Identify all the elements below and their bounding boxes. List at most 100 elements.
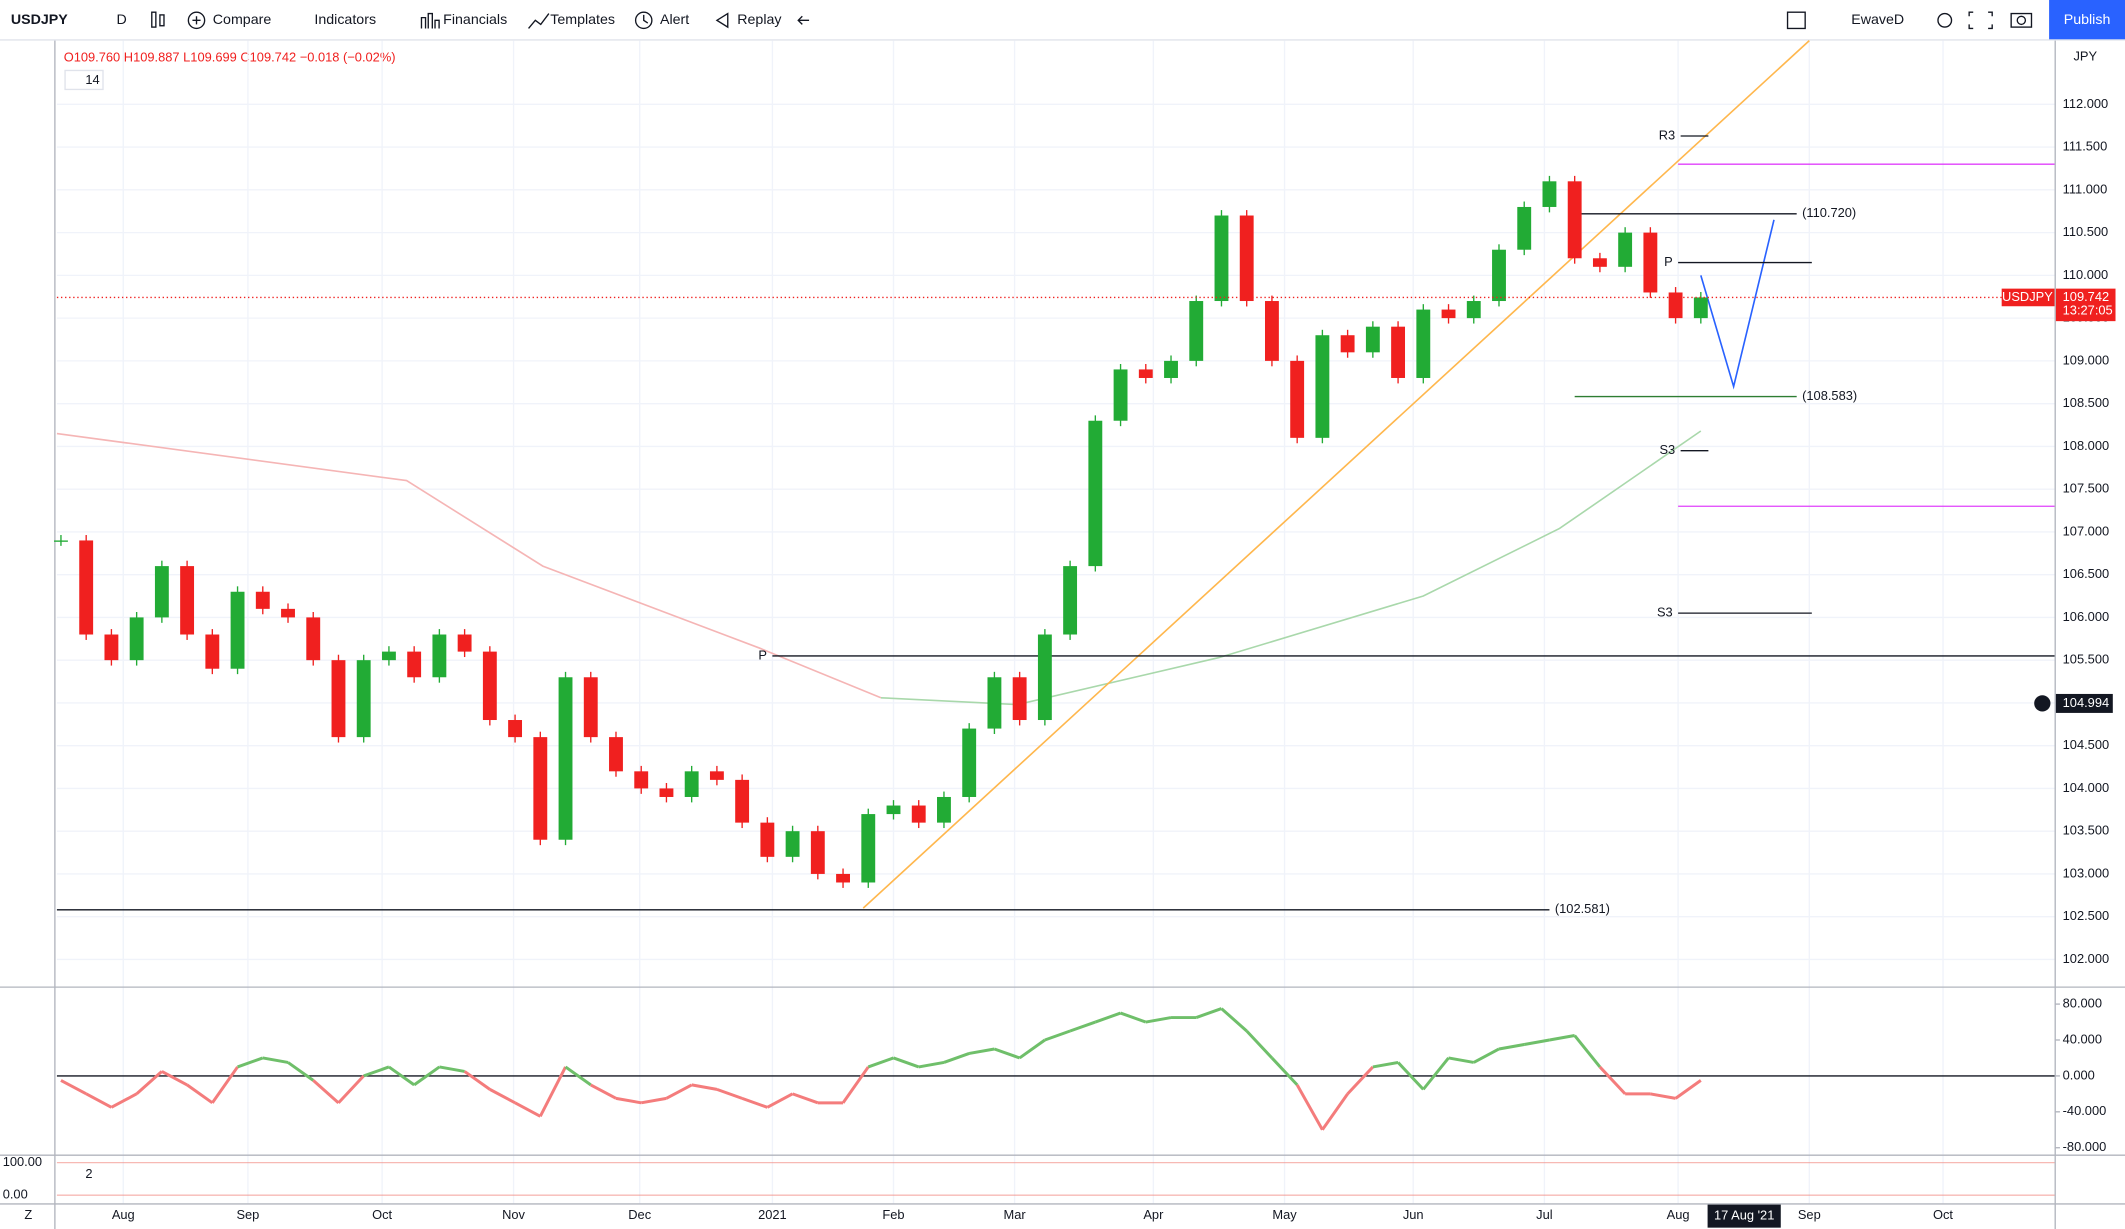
oscillator-segment [110,1092,138,1109]
candle-body [331,660,346,738]
oscillator-segment [1044,1029,1071,1042]
toolbar-button[interactable]: Alert [660,12,689,28]
low: L109.699 [183,50,237,65]
oscillator-segment [1245,1030,1274,1059]
level-label: S3 [1657,605,1673,620]
toolbar-button[interactable]: Financials [443,12,507,28]
layout-name[interactable]: EwaveD [1851,12,1904,28]
oscillator-segment [968,1047,995,1055]
level-label: P [1664,254,1673,269]
x-tick-label: Aug [1667,1207,1690,1222]
oscillator-segment [766,1092,794,1109]
candle-body [810,831,825,874]
date-tag-label: 17 Aug '21 [1714,1208,1774,1223]
oscillator-segment [287,1061,315,1082]
indicator-badge[interactable] [64,69,104,91]
candle-body [306,617,321,661]
oscillator-segment [841,1066,870,1104]
oscillator-segment [60,1079,87,1096]
oscillator-segment [615,1096,642,1105]
oscillator-segment [691,1083,718,1091]
oscillator-segment [186,1083,214,1105]
y-tick-label: -80.000 [2063,1139,2107,1154]
x-tick-label: Nov [502,1207,525,1222]
oscillator-segment [161,1070,188,1087]
candle-body [104,634,119,661]
candle-body [1290,360,1305,438]
x-tick-label: Oct [372,1207,392,1222]
toolbar-button[interactable]: Indicators [314,12,376,28]
y-tick-label: 107.000 [2063,523,2109,538]
candle-body [1063,566,1078,635]
symbol-tag-label: USDJPY [2002,289,2053,304]
oscillator-segment [792,1092,819,1105]
candle-body [54,540,68,542]
interval[interactable]: D [117,12,127,28]
candle-body [609,737,623,772]
candle-body [937,796,951,823]
candle-body [987,677,1002,729]
candle-body [1012,677,1027,721]
oscillator-segment [918,1060,945,1069]
x-tick-label: Sep [236,1207,259,1222]
x-tick-label: May [1272,1207,1297,1222]
candle-body [356,660,371,738]
x-tick-label: Oct [1933,1207,1953,1222]
toolbar-button[interactable]: Templates [550,12,615,28]
currency[interactable]: JPY [2074,48,2098,63]
y-tick-label: 105.500 [2063,652,2109,667]
y-tick-label: 108.500 [2063,395,2109,410]
oscillator-segment [463,1070,491,1091]
price-tag [2055,288,2116,322]
oscillator-segment [1549,1034,1575,1042]
level-label: (110.720) [1802,205,1856,220]
y-tick-label: 0.00 [3,1187,28,1202]
candle-body [886,805,901,815]
oscillator-segment [237,1056,264,1069]
candle-body [1517,206,1532,250]
x-tick-label: Jul [1536,1207,1552,1222]
toolbar-button[interactable]: Replay [737,12,782,28]
oscillator-segment [1295,1084,1324,1131]
candle-body [1618,232,1633,267]
oscillator-segment [1396,1061,1425,1091]
y-tick-label: 110.000 [2063,267,2109,282]
y-tick-label: 80.000 [2063,995,2102,1010]
candle-body [1492,249,1506,302]
scale-mark[interactable]: Z [24,1207,32,1222]
add-button[interactable] [2034,695,2051,712]
publish-label[interactable]: Publish [2064,12,2111,28]
x-tick-label: 2021 [758,1207,787,1222]
toolbar-button[interactable]: Compare [213,12,272,28]
oscillator-segment [993,1047,1021,1060]
level-label: (108.583) [1802,388,1857,403]
candle-body [1668,292,1683,319]
oscillator-segment [665,1083,693,1100]
candle-body [911,805,926,823]
candle-body [1416,309,1431,378]
candle-body [230,591,245,669]
y-tick-label: 106.500 [2063,566,2109,581]
date-tag [1707,1204,1781,1228]
oscillator-segment [85,1092,113,1109]
oscillator-segment [1372,1060,1399,1069]
oscillator-segment [1069,1020,1096,1033]
y-tick-label: 110.500 [2063,224,2109,239]
publish-button[interactable] [2049,0,2125,40]
candle-body [533,737,548,840]
indicator-value: 14 [85,72,99,87]
line [1700,219,1775,390]
oscillator-segment [1220,1007,1248,1033]
oscillator-segment [1120,1011,1147,1024]
y-tick-label: 40.000 [2063,1031,2102,1046]
oscillator-segment [1018,1038,1046,1060]
oscillator-segment [211,1066,239,1104]
oscillator-segment [893,1056,920,1069]
symbol[interactable]: USDJPY [11,12,68,28]
candle-body [861,814,876,883]
oscillator-segment [489,1088,516,1105]
candle-body [508,720,523,738]
candle-body [1037,634,1052,721]
